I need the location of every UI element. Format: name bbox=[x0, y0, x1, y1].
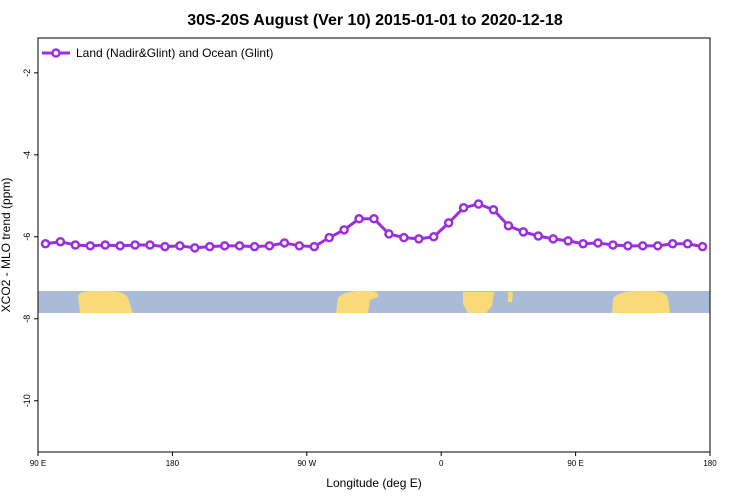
point bbox=[503, 220, 514, 231]
point bbox=[309, 241, 320, 252]
point bbox=[279, 238, 290, 248]
point bbox=[175, 241, 185, 251]
y-axis-label: XCO2 - MLO trend (ppm) bbox=[0, 178, 13, 313]
point bbox=[682, 239, 693, 249]
point bbox=[488, 204, 499, 215]
point bbox=[369, 214, 379, 224]
y-tick-label: -2 bbox=[22, 69, 32, 77]
point bbox=[578, 239, 588, 249]
point bbox=[563, 236, 573, 246]
point bbox=[533, 231, 544, 241]
x-axis-label: Longitude (deg E) bbox=[326, 476, 421, 490]
point bbox=[593, 238, 603, 248]
legend-marker bbox=[51, 48, 61, 58]
point bbox=[384, 229, 394, 239]
point bbox=[443, 218, 454, 228]
point bbox=[697, 241, 708, 252]
point bbox=[55, 236, 66, 247]
y-tick-label: -10 bbox=[22, 394, 32, 407]
chart-title: 30S-20S August (Ver 10) 2015-01-01 to 20… bbox=[187, 12, 563, 29]
x-tick-label: 0 bbox=[439, 459, 444, 468]
point bbox=[70, 240, 81, 250]
point bbox=[428, 232, 439, 242]
point bbox=[399, 232, 409, 243]
point bbox=[160, 241, 170, 252]
point bbox=[249, 241, 260, 252]
x-tick-label: 180 bbox=[703, 459, 717, 468]
point bbox=[458, 202, 469, 213]
point bbox=[667, 239, 678, 249]
point bbox=[473, 199, 484, 209]
point bbox=[354, 214, 364, 224]
y-tick-label: -8 bbox=[22, 315, 32, 323]
point bbox=[100, 240, 110, 250]
point bbox=[414, 234, 424, 244]
point bbox=[652, 241, 663, 251]
land-ocean-strip bbox=[38, 290, 710, 313]
point bbox=[115, 241, 125, 251]
y-tick-label: -4 bbox=[22, 151, 32, 159]
point bbox=[294, 241, 305, 251]
x-tick-label: 90 E bbox=[567, 459, 583, 468]
point bbox=[324, 232, 334, 243]
point bbox=[219, 241, 230, 251]
legend-label: Land (Nadir&Glint) and Ocean (Glint) bbox=[76, 46, 273, 60]
point bbox=[130, 240, 140, 250]
point bbox=[234, 241, 245, 251]
point bbox=[40, 239, 51, 249]
point bbox=[518, 227, 529, 237]
x-tick-label: 90 E bbox=[30, 459, 46, 468]
point bbox=[85, 241, 96, 251]
x-tick-label: 180 bbox=[166, 459, 180, 468]
plot-frame bbox=[37, 37, 711, 453]
point bbox=[608, 240, 618, 250]
series-line bbox=[45, 202, 703, 250]
point bbox=[190, 243, 200, 253]
point bbox=[145, 240, 155, 250]
point bbox=[548, 234, 558, 244]
point bbox=[204, 241, 215, 252]
point bbox=[264, 241, 275, 251]
point bbox=[623, 241, 633, 251]
point bbox=[339, 225, 349, 235]
point bbox=[638, 241, 648, 251]
x-tick-label: 90 W bbox=[297, 459, 316, 468]
y-tick-label: -6 bbox=[22, 233, 32, 241]
